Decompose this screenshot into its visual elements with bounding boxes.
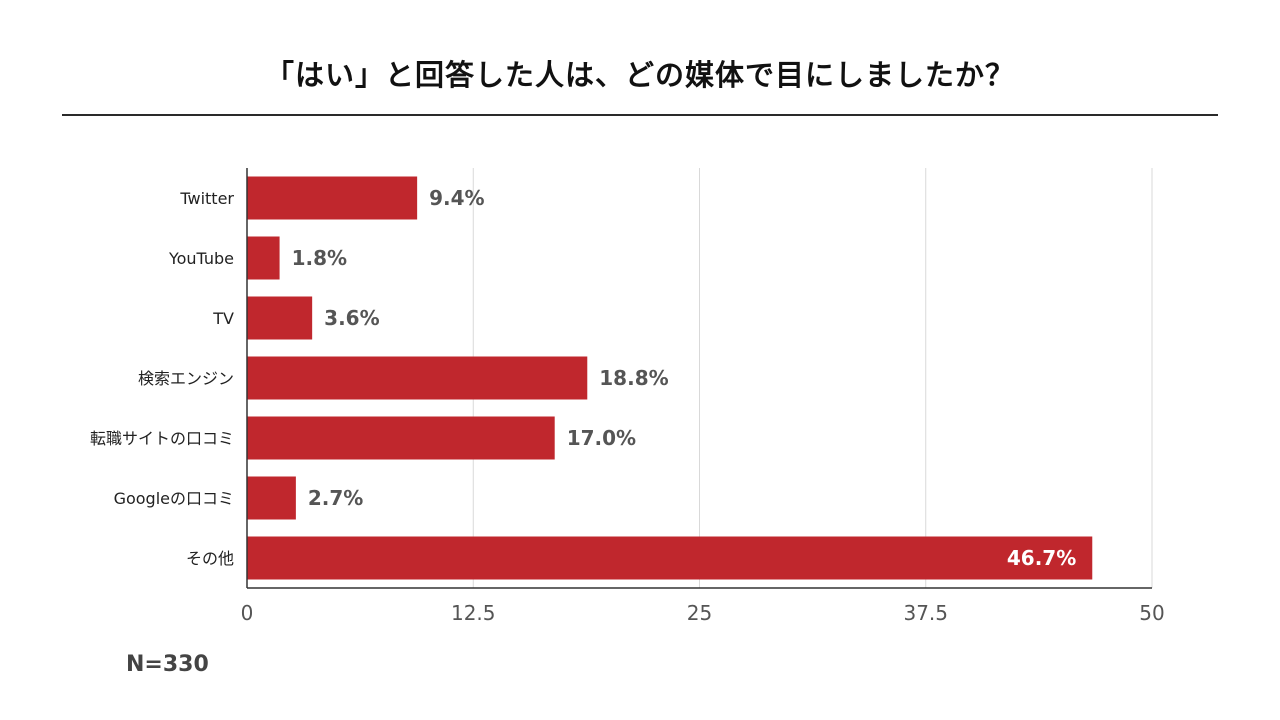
data-label: 18.8%	[599, 366, 668, 390]
data-label: 46.7%	[1007, 546, 1076, 570]
bar	[247, 416, 555, 460]
sample-size-note: N=330	[126, 652, 209, 677]
bar	[247, 236, 280, 280]
data-label: 3.6%	[324, 306, 379, 330]
category-label: Twitter	[179, 189, 234, 208]
x-tick-label: 50	[1139, 601, 1164, 625]
data-label: 2.7%	[308, 486, 363, 510]
data-label: 1.8%	[292, 246, 347, 270]
data-label: 17.0%	[567, 426, 636, 450]
category-label: Googleの口コミ	[114, 489, 234, 508]
x-tick-label: 12.5	[451, 601, 496, 625]
category-label: 検索エンジン	[138, 369, 234, 388]
title-divider	[62, 114, 1218, 116]
category-label: その他	[186, 549, 234, 568]
bars	[247, 176, 1093, 580]
x-tick-label: 25	[687, 601, 712, 625]
category-label: 転職サイトの口コミ	[90, 429, 234, 448]
chart-title: 「はい」と回答した人は、どの媒体で目にしましたか？	[264, 58, 1015, 92]
category-label: TV	[212, 309, 234, 328]
bar	[247, 476, 296, 520]
bar	[247, 176, 418, 220]
x-tick-label: 0	[241, 601, 254, 625]
bar	[247, 356, 588, 400]
category-label: YouTube	[168, 249, 234, 268]
bar	[247, 296, 313, 340]
data-label: 9.4%	[429, 186, 484, 210]
bar	[247, 536, 1093, 580]
x-tick-label: 37.5	[903, 601, 948, 625]
axes	[246, 168, 1152, 589]
labels: 0 12.5 25 37.5 50 Twitter 9.4% YouTube 1.8% TV 3.6…	[90, 186, 1165, 625]
